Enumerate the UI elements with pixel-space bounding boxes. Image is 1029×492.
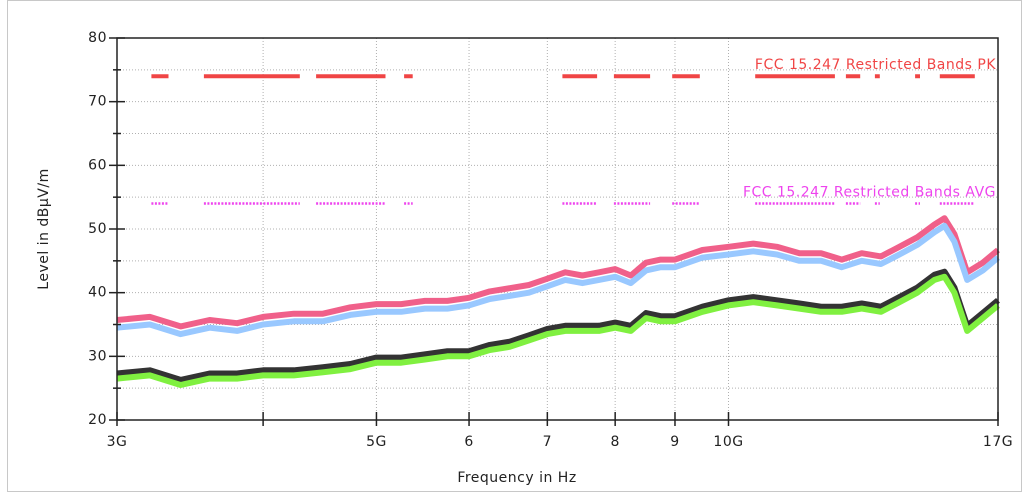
y-axis-label: Level in dBµV/m <box>36 168 52 289</box>
trace <box>116 222 1000 338</box>
x-tick-label: 5G <box>366 434 387 450</box>
frame <box>7 0 1022 492</box>
x-axis-label: Frequency in Hz <box>457 470 576 486</box>
y-tick-label: 20 <box>88 412 107 428</box>
y-tick-label: 50 <box>88 221 107 237</box>
trace <box>116 215 1000 330</box>
y-tick-label: 40 <box>88 285 107 301</box>
axes: 20 30 40 50 60 70 80 3G 5G 6 7 8 9 10G 17G <box>88 30 1013 450</box>
x-tick-label: 9 <box>670 434 679 450</box>
x-tick-label: 17G <box>983 434 1013 450</box>
limit-label: FCC 15.247 Restricted Bands AVG <box>743 185 996 201</box>
x-tick-label: 3G <box>107 434 128 450</box>
x-tick-label: 6 <box>464 434 473 450</box>
y-tick-label: 80 <box>88 30 107 46</box>
trace <box>116 273 1000 388</box>
x-tick-label: 8 <box>610 434 619 450</box>
limit-label: FCC 15.247 Restricted Bands PK <box>755 57 996 73</box>
x-tick-label: 10G <box>713 434 743 450</box>
x-tick-label: 7 <box>543 434 552 450</box>
plot-area: FCC 15.247 Restricted Bands PK FCC 15.247… <box>116 57 1000 388</box>
trace <box>116 268 1000 383</box>
y-tick-label: 70 <box>88 94 107 110</box>
y-tick-label: 30 <box>88 348 107 364</box>
y-tick-label: 60 <box>88 157 107 173</box>
